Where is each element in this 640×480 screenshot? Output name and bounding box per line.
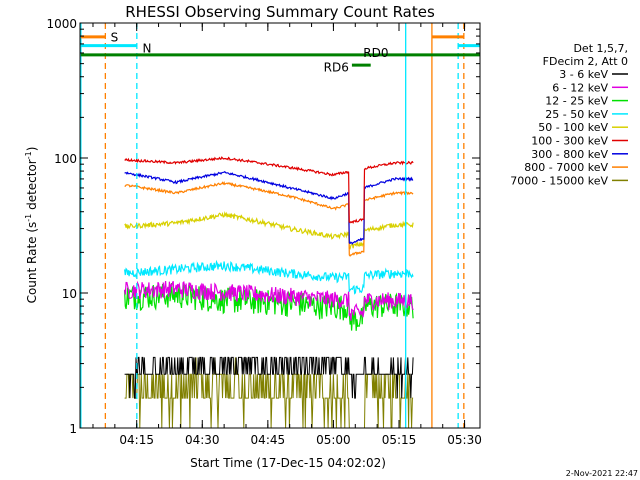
series-line-0 (124, 356, 414, 399)
annotation-label: RD0 (363, 46, 388, 60)
legend-entry-label: 300 - 800 keV (531, 148, 608, 161)
y-tick-label: 1000 (46, 17, 77, 31)
series-line-7 (124, 181, 414, 257)
series-line-4 (124, 210, 414, 250)
series-line-8 (124, 357, 414, 429)
y-tick-label: 1 (69, 422, 77, 436)
legend-header-line: FDecim 2, Att 0 (543, 55, 628, 68)
legend-entry-label: 100 - 300 keV (531, 135, 608, 148)
series-line-5 (124, 156, 414, 224)
legend-entry-label: 800 - 7000 keV (524, 161, 608, 174)
legend-entry-label: 12 - 25 keV (545, 95, 608, 108)
y-tick-label: 100 (54, 152, 77, 166)
plot-area: S N RD0 RD6 (80, 23, 480, 429)
plot-frame (79, 22, 481, 429)
x-tick-label: 05:15 (382, 433, 417, 447)
y-tick-label: 10 (62, 287, 77, 301)
x-axis-label: Start Time (17-Dec-15 04:02:02) (190, 456, 386, 470)
legend-entry-label: 7000 - 15000 keV (510, 174, 608, 187)
annotation-label: N (143, 41, 152, 55)
series-line-1 (124, 280, 414, 321)
legend-entry-label: 50 - 100 keV (538, 121, 608, 134)
axes: 1 10 100 1000 04:15 04:30 04:45 05:00 05:15 05:30 (46, 17, 481, 447)
chart-title: RHESSI Observing Summary Count Rates (125, 3, 435, 21)
legend-entry-label: 6 - 12 keV (552, 81, 608, 94)
annotation-label: S (111, 31, 119, 45)
legend-header-line: Det 1,5,7, (573, 42, 628, 55)
x-tick-label: 04:45 (251, 433, 286, 447)
y-axis-label: Count Rate (s-1 detector-1) (24, 147, 39, 304)
series-line-6 (124, 170, 414, 245)
series-line-2 (124, 283, 414, 331)
x-tick-label: 04:15 (119, 433, 154, 447)
x-tick-label: 05:00 (316, 433, 351, 447)
series-line-3 (124, 259, 414, 295)
legend-entry-label: 3 - 6 keV (559, 68, 608, 81)
x-tick-label: 05:30 (447, 433, 482, 447)
timestamp: 2-Nov-2021 22:47 (566, 469, 638, 478)
legend-entry-label: 25 - 50 keV (545, 108, 608, 121)
x-tick-label: 04:30 (185, 433, 220, 447)
annotation-label: RD6 (324, 60, 349, 74)
